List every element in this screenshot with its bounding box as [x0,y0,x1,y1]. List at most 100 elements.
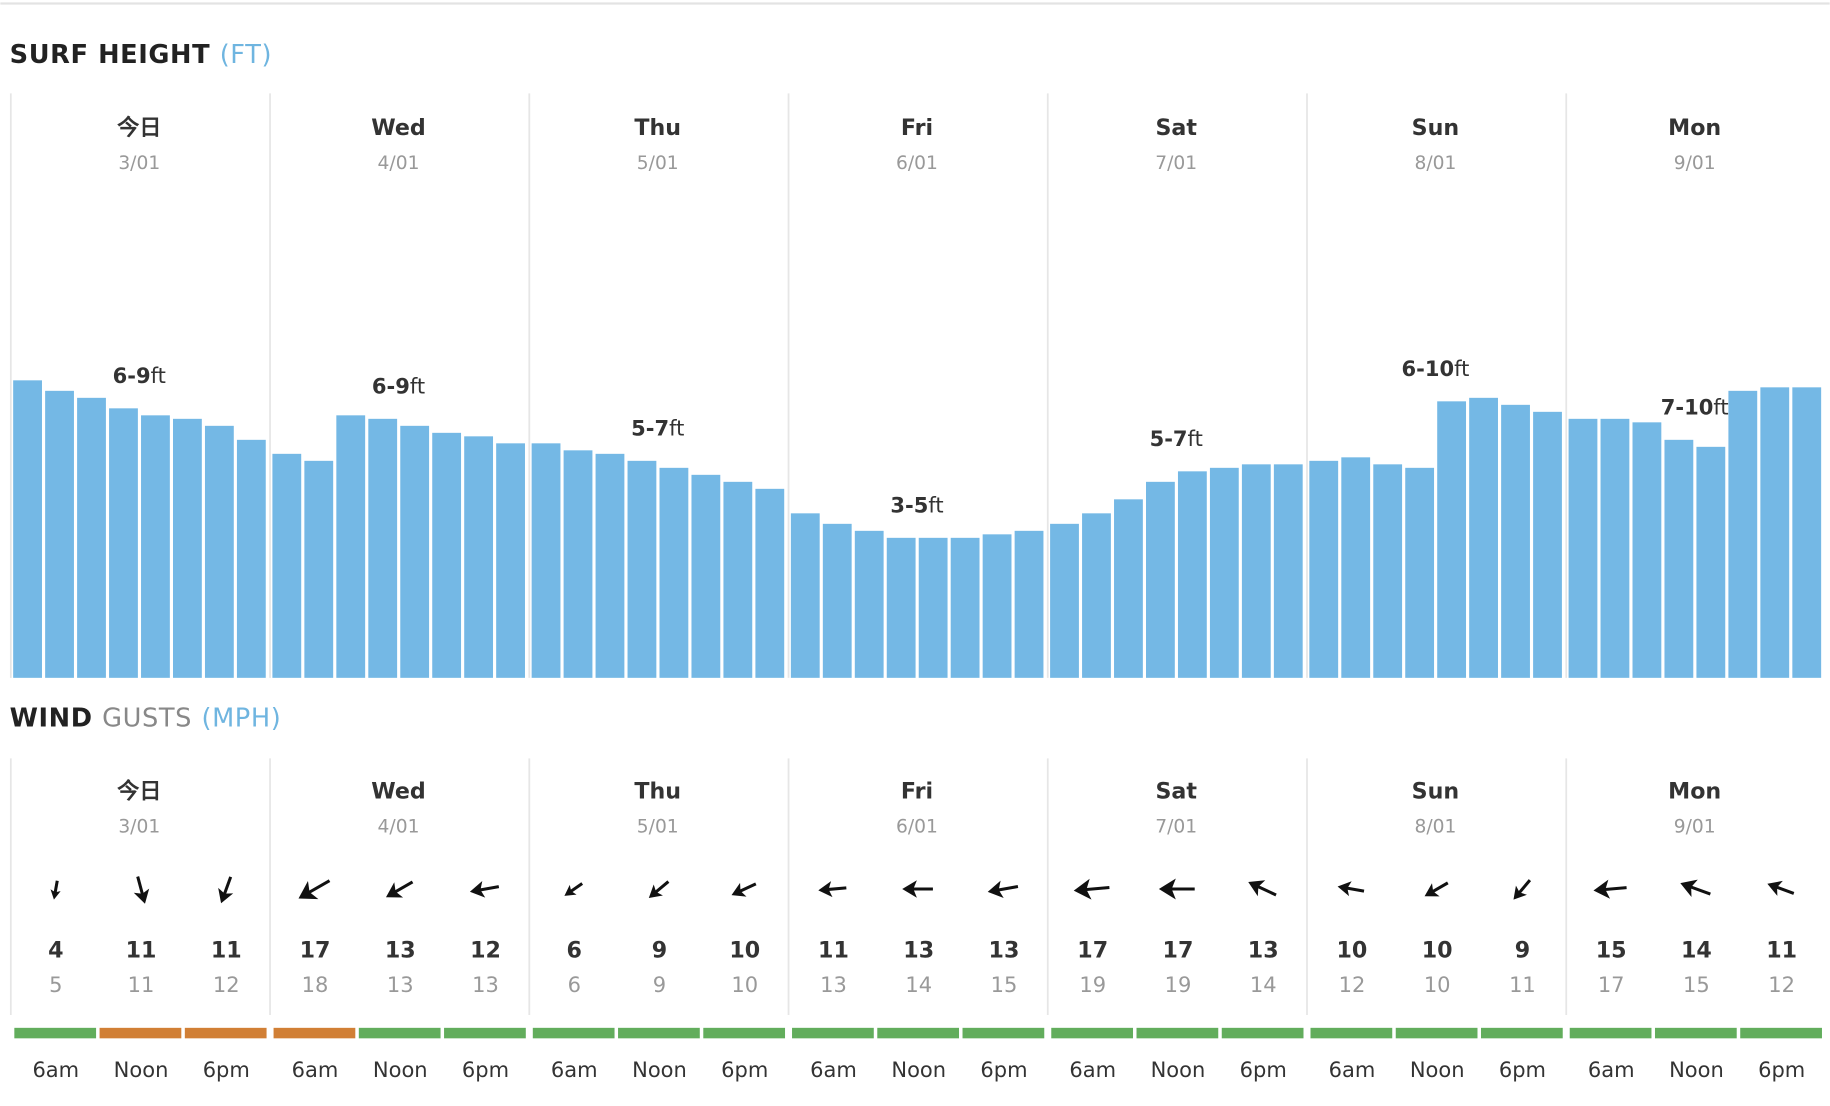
wind-gust: 11 [1509,973,1536,997]
wind-rating [1051,1027,1134,1039]
wind-rating [1221,1027,1304,1039]
wind-gust: 10 [1424,973,1451,997]
wind-arrow [1337,881,1365,897]
surf-bar [368,418,398,678]
surf-bar [886,537,916,678]
wind-arrow [1767,880,1795,896]
surf-range-suffix: ft [1188,427,1203,451]
surf-range-suffix: ft [669,416,684,440]
wind-arrow-head [469,881,486,898]
wind-gust: 9 [653,973,666,997]
surf-range: 5-7ft [631,416,684,440]
day-date: 8/01 [1414,817,1456,838]
surf-bar [45,390,74,678]
wind-arrow [818,881,847,898]
wind-speed: 11 [818,937,849,963]
surf-range-value: 5-7 [1150,427,1188,451]
wind-gust: 19 [1165,973,1192,997]
wind-arrow [133,876,150,904]
wind-arrow-head [564,884,577,896]
wind-unit: (MPH) [201,703,281,733]
day-name: Thu [634,115,681,141]
wind-arrow [987,880,1019,898]
surf-bar [1309,460,1339,678]
wind-arrow-head [987,880,1004,898]
wind-rating [618,1027,700,1039]
wind-rating [444,1027,526,1039]
day-date: 5/01 [637,153,679,174]
time-label: 6pm [203,1058,250,1082]
wind-arrow-head [648,884,663,898]
wind-rating [1480,1027,1563,1039]
surf-bar [109,408,138,678]
surf-bar [173,418,202,678]
wind-rating [14,1027,97,1039]
surf-bar [336,415,366,678]
surf-bar [822,523,852,678]
wind-rating [273,1027,356,1039]
surf-bar [496,443,525,678]
surf-range: 6-9ft [113,364,166,388]
surf-bar [595,453,625,678]
time-label: Noon [1669,1058,1724,1082]
surf-range: 7-10ft [1661,395,1729,419]
time-label: 6am [292,1058,339,1082]
day-name: Sat [1155,115,1197,141]
day-name: Wed [371,779,426,805]
wind-arrow-head [133,888,150,904]
wind-arrow [1158,878,1195,900]
time-label: 6am [1588,1058,1635,1082]
wind-arrow [1593,879,1627,899]
wind-arrow-head [1337,881,1352,897]
surf-bar [1405,467,1435,678]
time-label: 6pm [980,1058,1027,1082]
surf-range-value: 6-10 [1402,357,1455,381]
wind-gust: 12 [213,973,240,997]
wind-arrow-head [50,889,61,900]
time-label: Noon [632,1058,687,1082]
wind-speed: 14 [1681,937,1712,963]
wind-arrow-head [1513,885,1527,900]
wind-speed: 10 [729,937,760,963]
surf-bar [1177,471,1207,678]
wind-arrow-shaft [53,880,59,895]
wind-arrow-head [818,881,833,898]
surf-bar [1469,397,1498,678]
wind-speed: 12 [470,937,501,963]
wind-rating [1569,1027,1652,1039]
wind-arrow [298,879,331,900]
surf-bar [464,436,494,678]
surf-bar [1273,464,1303,678]
wind-gust: 6 [568,973,581,997]
wind-subtitle: GUSTS [102,703,192,733]
surf-bar [659,467,689,678]
wind-rating [962,1027,1045,1039]
wind-rating [1654,1027,1737,1039]
surf-range-value: 7-10 [1661,395,1714,419]
time-label: 6pm [1240,1058,1287,1082]
wind-arrow [50,880,61,900]
surf-bar [236,439,266,678]
wind-title-text: WIND [10,703,93,733]
wind-gust: 10 [731,973,758,997]
wind-speed: 15 [1596,937,1627,963]
surf-bar [432,432,462,678]
day-name: Fri [901,779,933,805]
surf-bar [272,453,302,678]
surf-bar [304,460,334,678]
wind-speed: 17 [300,937,331,963]
day-name: 今日 [117,115,161,141]
surf-bar [627,460,657,678]
wind-arrow [469,881,500,898]
time-label: 6am [810,1058,857,1082]
wind-rating [532,1027,615,1039]
day-name: Sun [1412,115,1460,141]
wind-arrow-head [218,887,234,904]
surf-bar [1341,457,1371,678]
surf-bar [1696,446,1726,678]
surf-range: 3-5ft [890,493,943,517]
wind-speed: 17 [1077,937,1108,963]
surf-bar [1146,481,1175,678]
surf-title: SURF HEIGHT (FT) [10,39,272,69]
